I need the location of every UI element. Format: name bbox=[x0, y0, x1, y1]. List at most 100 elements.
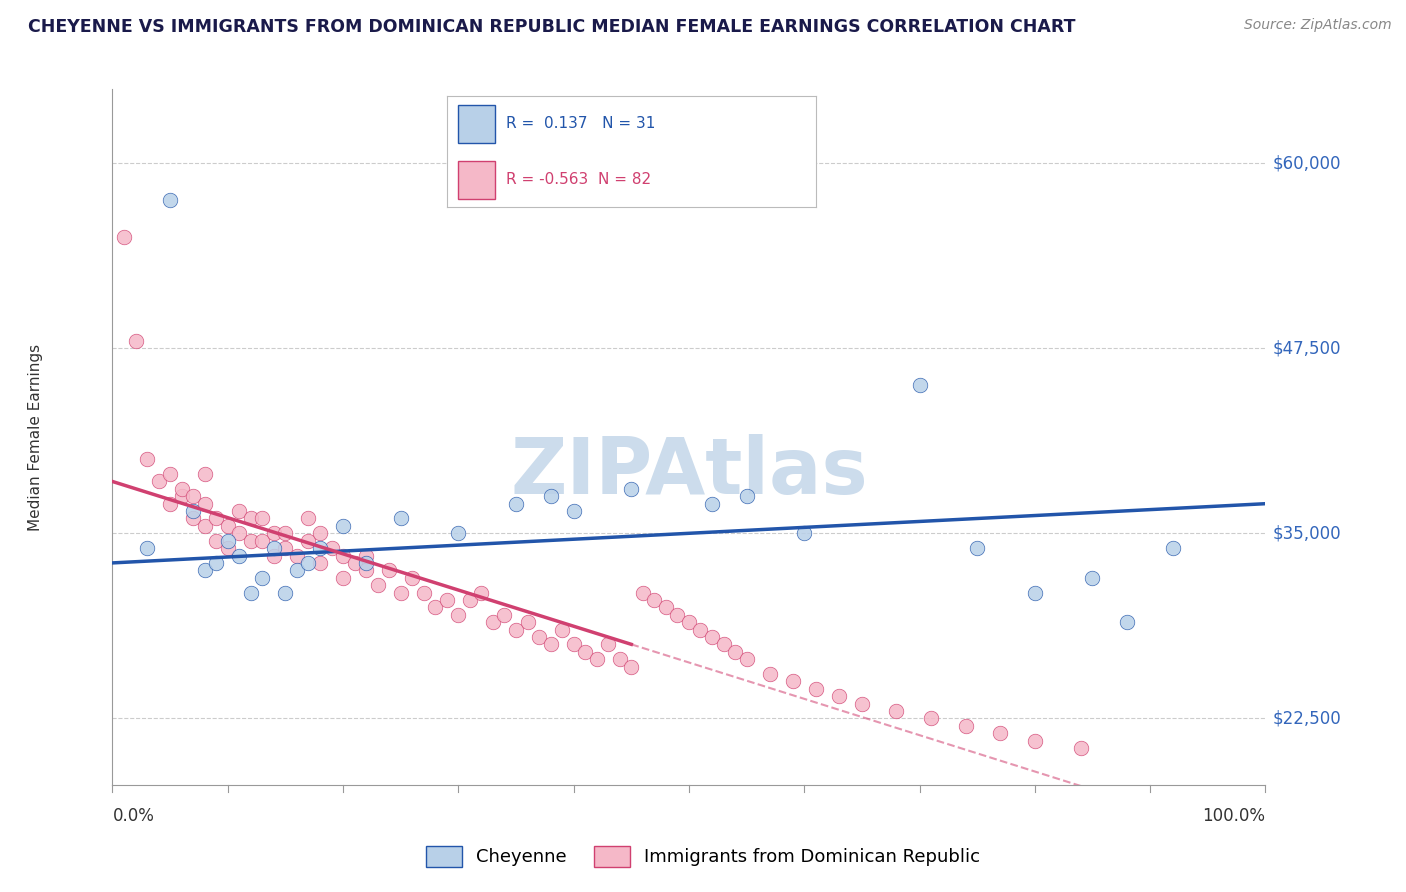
Point bbox=[631, 585, 654, 599]
Point bbox=[620, 659, 643, 673]
Point bbox=[285, 549, 308, 563]
Point bbox=[228, 549, 250, 563]
Point bbox=[955, 719, 977, 733]
Text: 0.0%: 0.0% bbox=[112, 807, 155, 825]
Point bbox=[804, 681, 827, 696]
Point bbox=[354, 556, 377, 570]
Point bbox=[332, 549, 354, 563]
Text: $35,000: $35,000 bbox=[1272, 524, 1341, 542]
Point bbox=[297, 533, 319, 548]
Point bbox=[700, 630, 723, 644]
Point bbox=[724, 645, 747, 659]
Point bbox=[620, 482, 643, 496]
Point bbox=[1024, 585, 1046, 599]
Legend: Cheyenne, Immigrants from Dominican Republic: Cheyenne, Immigrants from Dominican Repu… bbox=[419, 838, 987, 874]
Point bbox=[1116, 615, 1139, 629]
Point bbox=[793, 526, 815, 541]
Point bbox=[181, 511, 204, 525]
Point bbox=[886, 704, 908, 718]
Point bbox=[562, 637, 585, 651]
Point bbox=[354, 563, 377, 577]
Point bbox=[598, 637, 620, 651]
Text: CHEYENNE VS IMMIGRANTS FROM DOMINICAN REPUBLIC MEDIAN FEMALE EARNINGS CORRELATIO: CHEYENNE VS IMMIGRANTS FROM DOMINICAN RE… bbox=[28, 18, 1076, 36]
Point bbox=[782, 674, 804, 689]
Point bbox=[239, 533, 262, 548]
Point bbox=[252, 533, 274, 548]
Point bbox=[194, 519, 217, 533]
Point bbox=[274, 541, 297, 555]
Point bbox=[217, 519, 239, 533]
Point bbox=[170, 489, 193, 503]
Point bbox=[389, 585, 412, 599]
Point bbox=[585, 652, 607, 666]
Point bbox=[159, 497, 181, 511]
Point bbox=[297, 556, 319, 570]
Text: $60,000: $60,000 bbox=[1272, 154, 1341, 172]
Point bbox=[378, 563, 401, 577]
Point bbox=[966, 541, 988, 555]
Point bbox=[136, 452, 159, 467]
Point bbox=[1024, 733, 1046, 747]
Point bbox=[354, 549, 377, 563]
Point bbox=[217, 533, 239, 548]
Point bbox=[194, 563, 217, 577]
Point bbox=[425, 600, 447, 615]
Point bbox=[309, 526, 332, 541]
Point bbox=[655, 600, 678, 615]
Point bbox=[540, 489, 562, 503]
Point bbox=[309, 541, 332, 555]
Text: 100.0%: 100.0% bbox=[1202, 807, 1265, 825]
Text: Source: ZipAtlas.com: Source: ZipAtlas.com bbox=[1244, 18, 1392, 32]
Point bbox=[401, 571, 423, 585]
Point bbox=[447, 607, 470, 622]
Point bbox=[263, 526, 285, 541]
Point bbox=[309, 556, 332, 570]
Point bbox=[170, 482, 193, 496]
Point bbox=[828, 689, 851, 703]
Point bbox=[689, 623, 711, 637]
Point bbox=[516, 615, 538, 629]
Point bbox=[1070, 741, 1092, 756]
Point bbox=[239, 585, 262, 599]
Point bbox=[205, 556, 228, 570]
Point bbox=[540, 637, 562, 651]
Point bbox=[735, 652, 758, 666]
Point bbox=[228, 526, 250, 541]
Text: $22,500: $22,500 bbox=[1272, 709, 1341, 727]
Point bbox=[1161, 541, 1184, 555]
Point bbox=[851, 697, 873, 711]
Point bbox=[988, 726, 1011, 740]
Point bbox=[458, 593, 481, 607]
Point bbox=[758, 667, 780, 681]
Point bbox=[713, 637, 735, 651]
Point bbox=[181, 504, 204, 518]
Point bbox=[112, 230, 135, 244]
Point bbox=[285, 563, 308, 577]
Point bbox=[609, 652, 631, 666]
Point bbox=[159, 467, 181, 481]
Point bbox=[252, 571, 274, 585]
Point bbox=[297, 511, 319, 525]
Point bbox=[470, 585, 492, 599]
Point bbox=[574, 645, 596, 659]
Point bbox=[205, 511, 228, 525]
Point bbox=[252, 511, 274, 525]
Point bbox=[217, 541, 239, 555]
Point bbox=[920, 711, 942, 725]
Point bbox=[551, 623, 574, 637]
Point bbox=[447, 526, 470, 541]
Point bbox=[124, 334, 146, 348]
Point bbox=[159, 193, 181, 207]
Point bbox=[562, 504, 585, 518]
Point bbox=[343, 556, 366, 570]
Point bbox=[274, 526, 297, 541]
Point bbox=[367, 578, 389, 592]
Point bbox=[321, 541, 343, 555]
Point bbox=[263, 549, 285, 563]
Point bbox=[735, 489, 758, 503]
Point bbox=[136, 541, 159, 555]
Point bbox=[332, 571, 354, 585]
Point bbox=[527, 630, 550, 644]
Point bbox=[412, 585, 434, 599]
Point bbox=[181, 489, 204, 503]
